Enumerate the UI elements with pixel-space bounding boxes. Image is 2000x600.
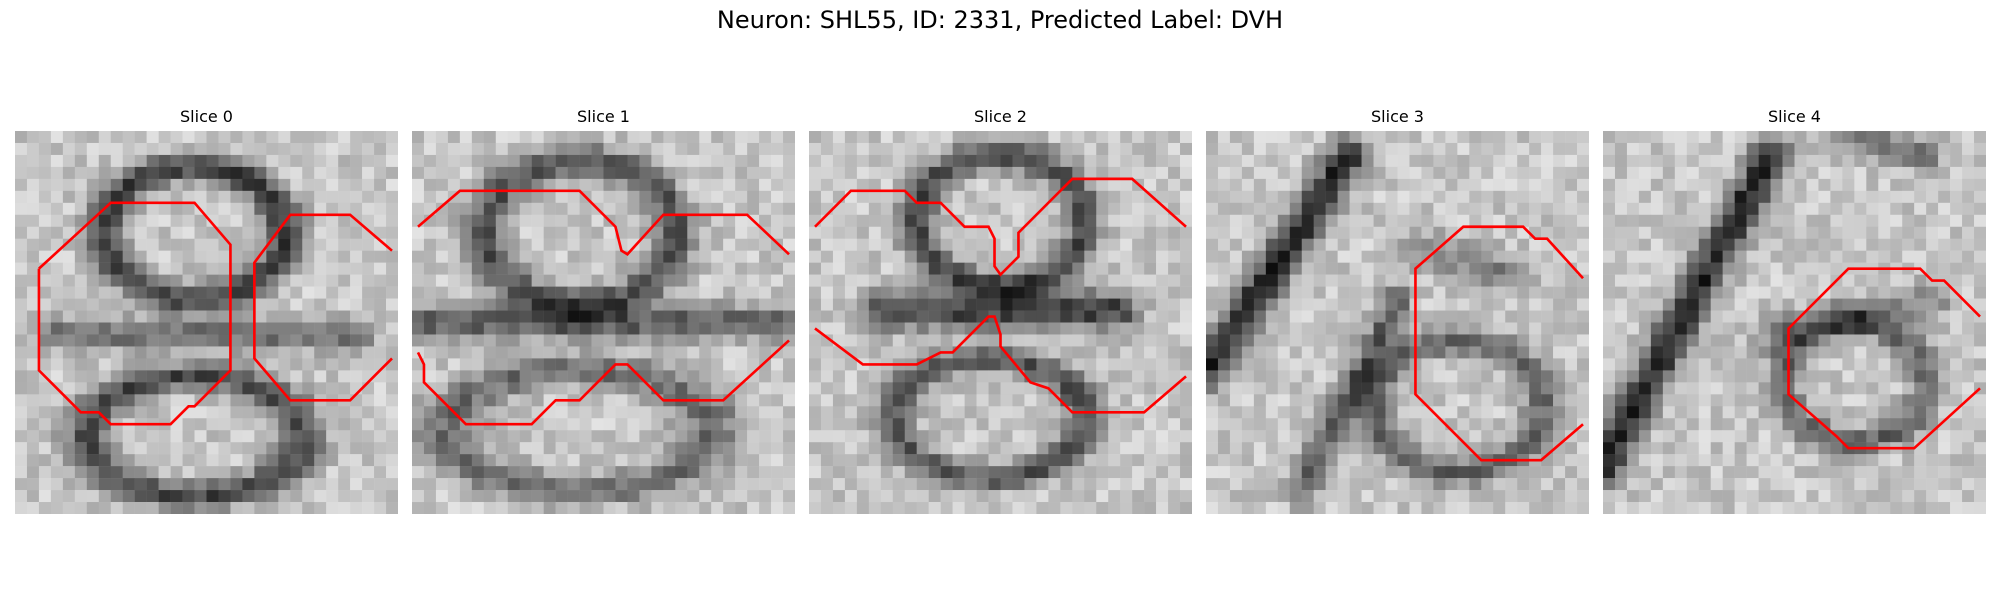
slice-image-4 — [1603, 131, 1986, 514]
contour-line — [1414, 225, 1584, 462]
slice-image-0 — [15, 131, 398, 514]
slice-image-1 — [412, 131, 795, 514]
slice-image-3 — [1206, 131, 1589, 514]
figure-title: Neuron: SHL55, ID: 2331, Predicted Label… — [716, 6, 1284, 34]
contour-line — [417, 189, 790, 256]
slice-image-2 — [809, 131, 1192, 514]
contour-line — [416, 339, 790, 426]
contour-line — [814, 177, 1187, 277]
slice-title-3: Slice 3 — [1371, 107, 1424, 126]
slice-title-4: Slice 4 — [1768, 107, 1821, 126]
slice-panel-0: Slice 0 — [15, 105, 398, 514]
slice-panel-1: Slice 1 — [412, 105, 795, 514]
contour-line — [37, 201, 232, 426]
slice-panel-3: Slice 3 — [1206, 105, 1589, 514]
contour-line — [253, 213, 393, 402]
slice-title-1: Slice 1 — [577, 107, 630, 126]
contour-line — [1787, 267, 1981, 450]
slice-title-2: Slice 2 — [974, 107, 1027, 126]
slice-panel-4: Slice 4 — [1603, 105, 1986, 514]
contour-line — [814, 315, 1187, 414]
slice-panel-2: Slice 2 — [809, 105, 1192, 514]
slice-title-0: Slice 0 — [180, 107, 233, 126]
